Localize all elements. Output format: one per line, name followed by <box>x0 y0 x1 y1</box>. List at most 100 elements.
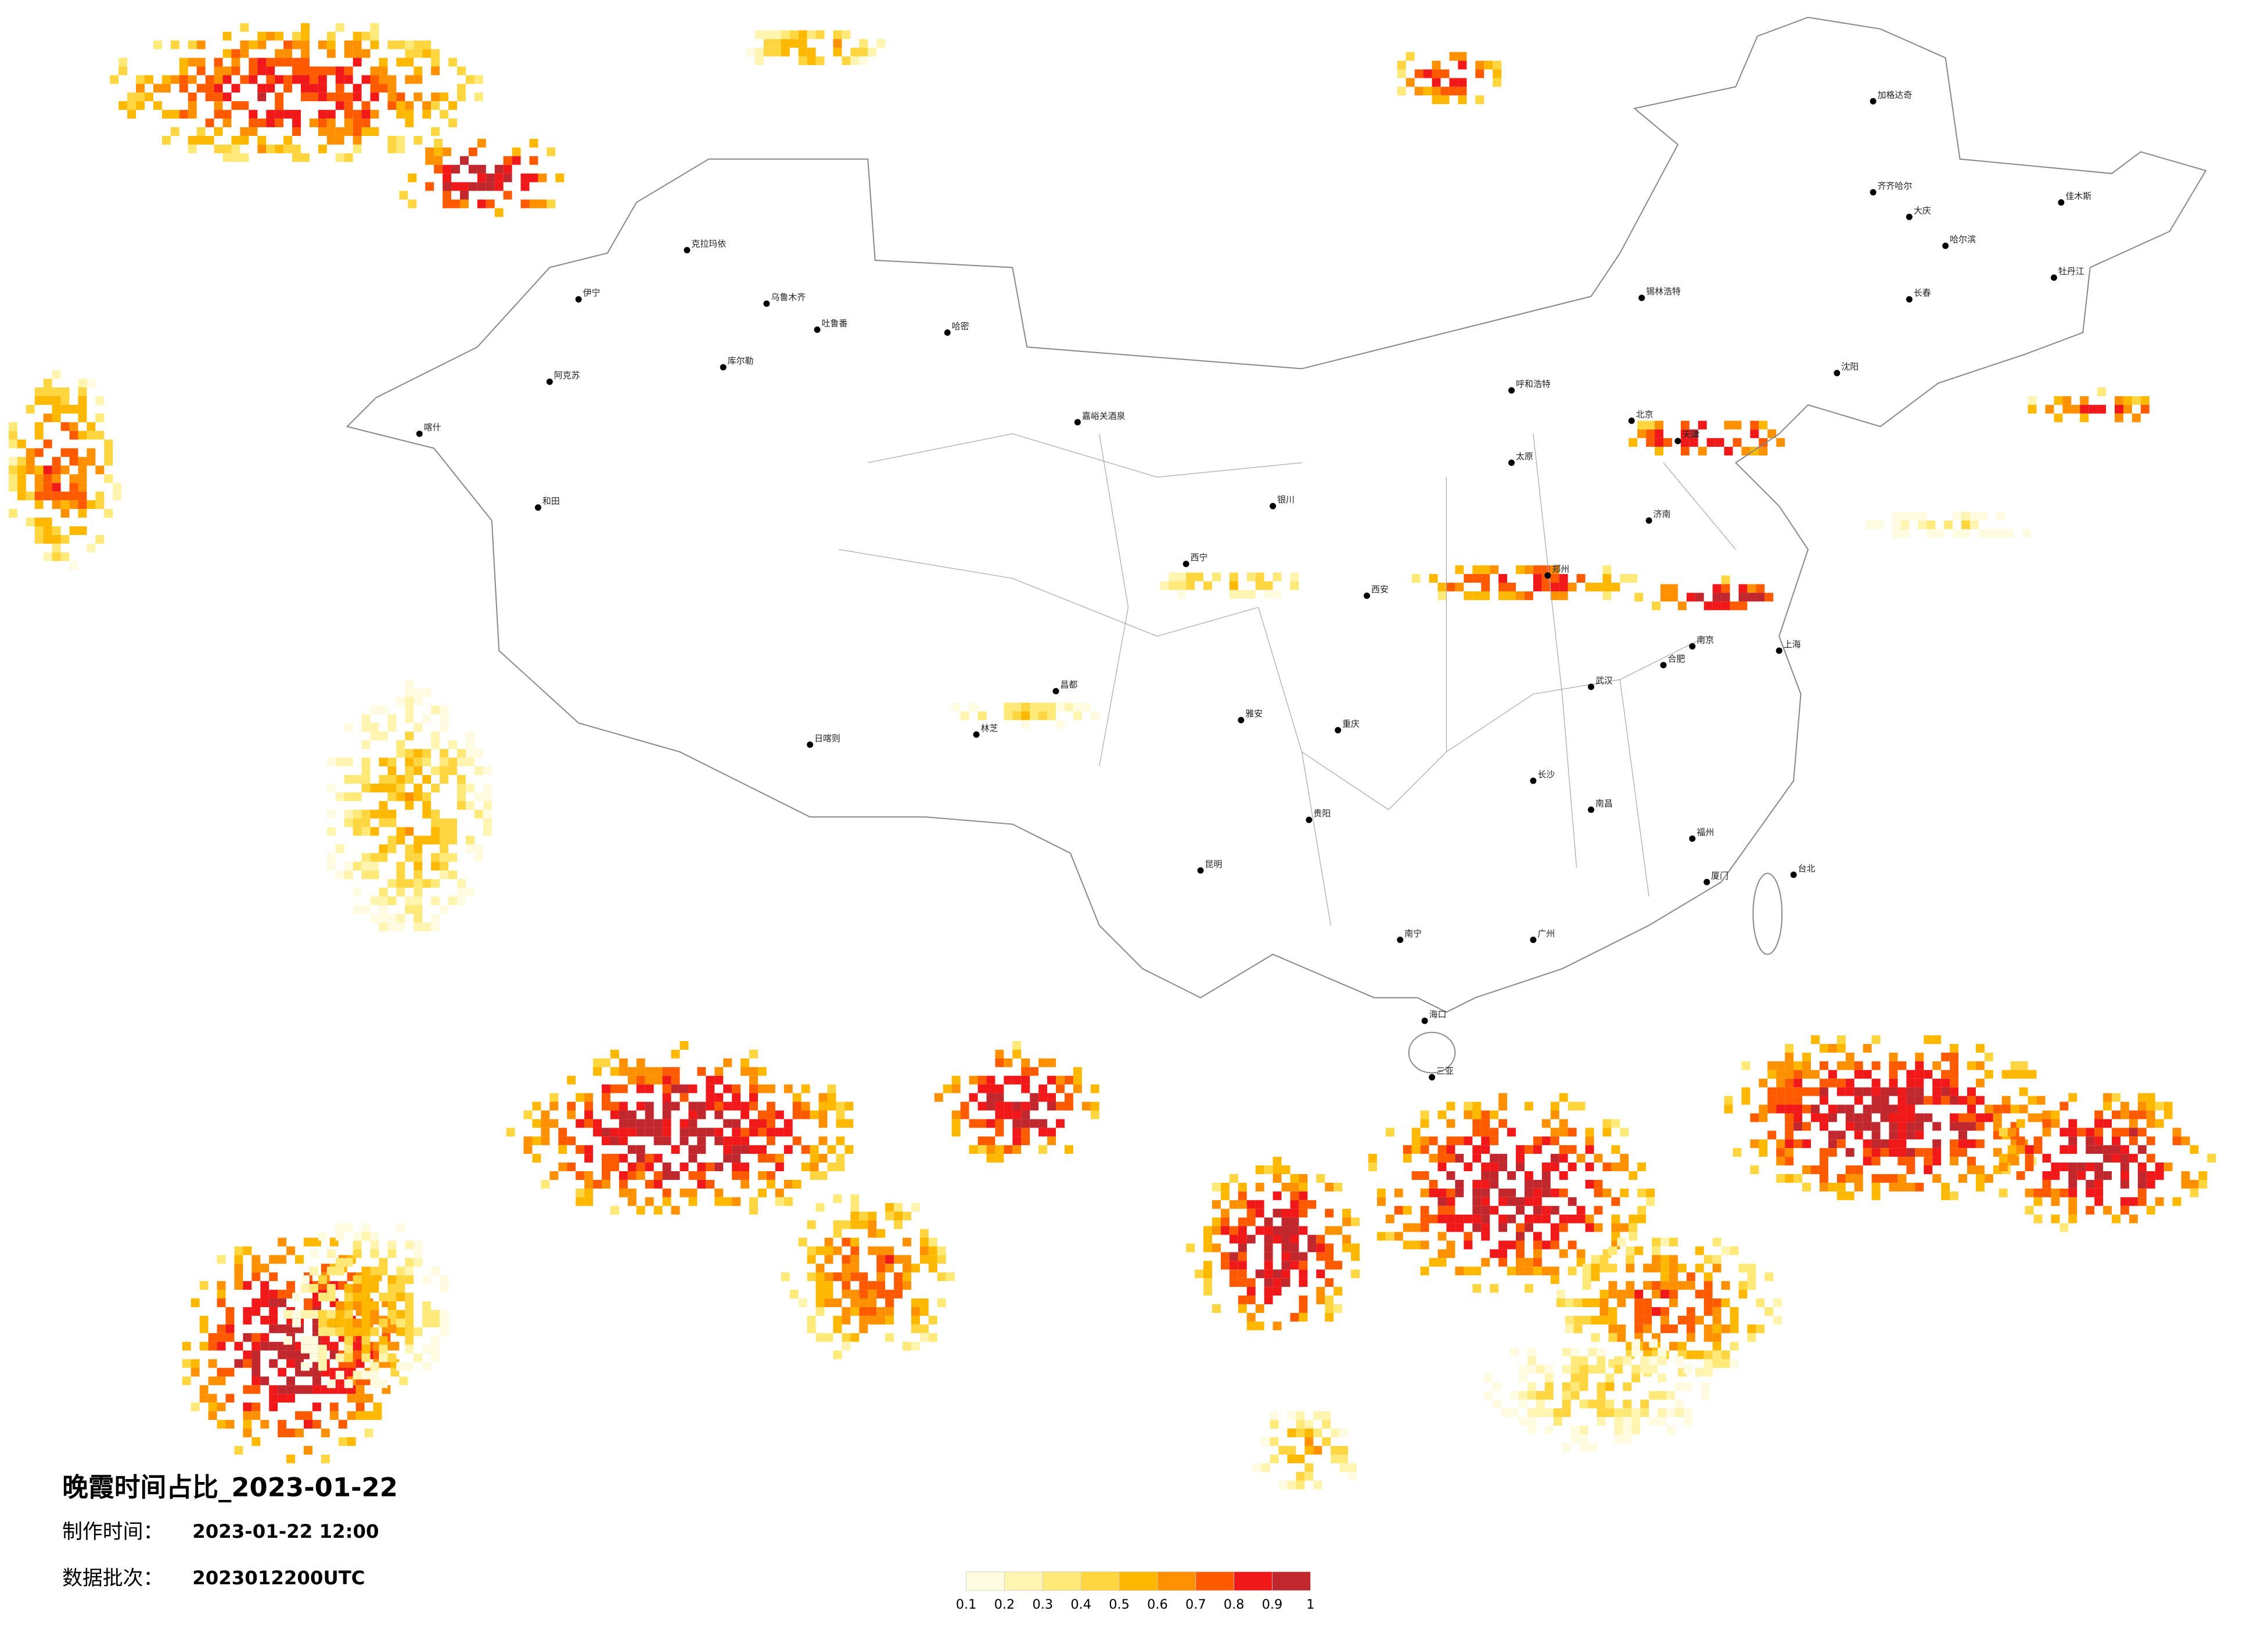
cell <box>387 1240 397 1250</box>
cell <box>208 1394 217 1403</box>
cell <box>824 1281 833 1290</box>
cell <box>1299 1174 1308 1183</box>
cell <box>1296 1472 1305 1481</box>
cell <box>732 1093 741 1102</box>
cell <box>1712 1237 1721 1247</box>
cell <box>697 1067 706 1076</box>
cell <box>1507 1171 1516 1180</box>
cell <box>1836 1191 1846 1200</box>
cell <box>755 30 764 40</box>
cell <box>1993 1104 2002 1114</box>
cell <box>457 896 466 906</box>
cell <box>1649 1356 1658 1365</box>
cell <box>1490 1136 1499 1146</box>
cell <box>1038 1084 1048 1093</box>
cell <box>1836 1087 1846 1096</box>
cell <box>1475 69 1485 78</box>
cell <box>1339 1429 1349 1437</box>
cell <box>1897 1182 1907 1192</box>
legend-tick-label: 0.5 <box>1109 1597 1130 1612</box>
cell <box>766 1128 775 1137</box>
cell <box>8 483 17 492</box>
cell <box>662 1136 671 1146</box>
cell <box>188 101 197 110</box>
city-label: 厦门 <box>1711 870 1728 881</box>
cell <box>1012 1136 1022 1146</box>
cell <box>1785 1122 1794 1131</box>
cell <box>2207 1154 2216 1163</box>
cell <box>326 1327 336 1336</box>
cell <box>1527 1382 1536 1391</box>
cell <box>301 58 310 67</box>
cell <box>257 66 267 76</box>
cell <box>335 1353 344 1362</box>
cell <box>431 766 440 776</box>
cell <box>1220 1261 1230 1270</box>
cell <box>1455 1266 1464 1276</box>
cell <box>1906 1148 1915 1157</box>
cell <box>1376 1188 1386 1197</box>
cell <box>1773 1315 1782 1325</box>
cell <box>257 84 267 93</box>
cell <box>885 1333 894 1342</box>
cell <box>2163 1101 2173 1111</box>
cell <box>1278 1480 1288 1490</box>
cell <box>182 1376 191 1386</box>
cell <box>431 913 440 923</box>
cell <box>1573 1324 1583 1333</box>
cell <box>1406 78 1415 87</box>
cell <box>653 1136 663 1146</box>
cell <box>1836 1043 1846 1053</box>
cell <box>1721 575 1730 584</box>
cell <box>706 1075 715 1085</box>
cell <box>1637 421 1647 430</box>
cell <box>1747 1272 1756 1282</box>
cell <box>344 792 353 801</box>
cell <box>1299 1261 1308 1270</box>
cell <box>249 58 258 67</box>
cell <box>118 101 128 110</box>
cell <box>379 783 388 792</box>
cell <box>2094 1110 2104 1120</box>
cell <box>757 1188 767 1197</box>
cell <box>1498 1188 1508 1197</box>
cell <box>1585 1214 1594 1223</box>
cell <box>1686 1324 1695 1333</box>
cell <box>1562 1365 1571 1374</box>
cell <box>1889 1148 1898 1157</box>
cell <box>431 92 440 102</box>
cell <box>1892 529 1901 538</box>
cell <box>610 1084 619 1093</box>
cell <box>1238 1182 1247 1192</box>
cell <box>52 491 61 501</box>
cell <box>1605 1373 1615 1383</box>
cell <box>448 827 457 836</box>
cell <box>118 66 128 76</box>
cell <box>1246 1287 1256 1296</box>
cell <box>1550 583 1559 591</box>
cell <box>749 1075 758 1085</box>
cell <box>1281 1243 1291 1253</box>
cell <box>1264 1278 1273 1287</box>
cell <box>636 1128 645 1137</box>
cell <box>448 896 457 906</box>
cell <box>1287 1480 1296 1490</box>
cell <box>1518 1373 1527 1383</box>
cell <box>422 101 432 110</box>
cell <box>1695 1264 1704 1273</box>
cell <box>78 430 87 440</box>
cell <box>602 1154 610 1163</box>
cell <box>919 1324 929 1333</box>
cell <box>459 199 469 209</box>
cell <box>1559 1128 1568 1137</box>
cell <box>1631 1417 1641 1426</box>
cell <box>653 1205 663 1215</box>
cell <box>688 1171 698 1180</box>
cell <box>1273 1278 1282 1287</box>
cell <box>179 110 188 119</box>
cell <box>34 500 44 509</box>
cell <box>1634 1246 1644 1255</box>
cell <box>370 1249 379 1258</box>
cell <box>1030 1101 1039 1111</box>
cell <box>1290 1208 1299 1218</box>
